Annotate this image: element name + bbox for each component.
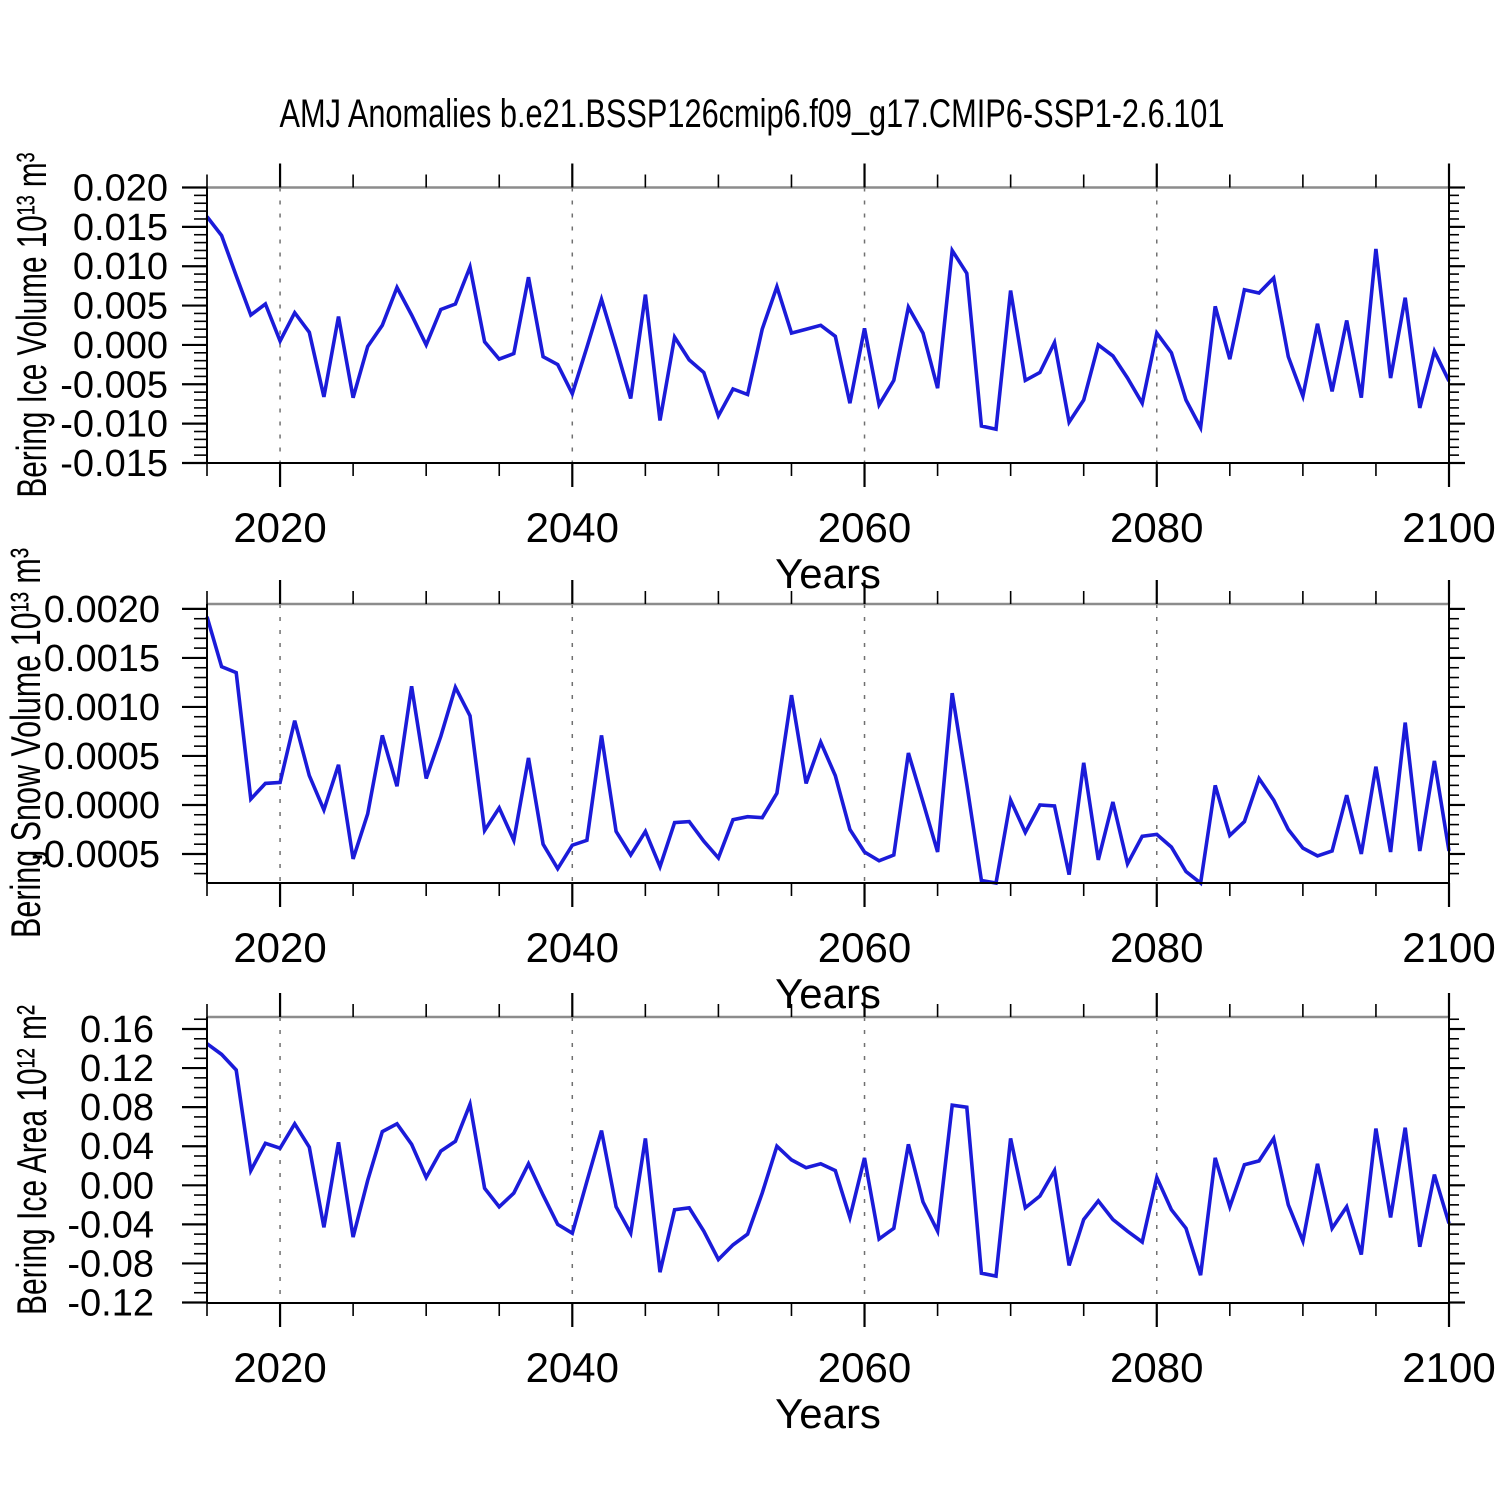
y-tick-label: -0.12: [67, 1283, 154, 1325]
x-tick-label: 2020: [233, 924, 326, 971]
y-tick-label: 0.16: [80, 1009, 154, 1051]
y-tick-label: 0.005: [73, 286, 168, 328]
y-tick-label: 0.0000: [44, 785, 160, 827]
x-tick-label: 2080: [1110, 504, 1203, 551]
chart-title: AMJ Anomalies b.e21.BSSP126cmip6.f09_g17…: [280, 92, 1225, 136]
series-line-bering-ice-area: [205, 1042, 1451, 1279]
x-axis-title-panel1: Years: [775, 550, 881, 597]
x-tick-label: 2040: [526, 924, 619, 971]
x-tick-label: 2040: [526, 1344, 619, 1391]
panel-bering-snow-volume: 2020 2040 2060 2080 2100 0.0020 0.0015 0.0010 0.…: [31, 580, 1496, 971]
y-tick-label: -0.005: [60, 364, 168, 406]
x-tick-label: 2080: [1110, 1344, 1203, 1391]
y-tick-label: 0.0020: [44, 589, 160, 631]
y-tick-label: 0.015: [73, 207, 168, 249]
y-tick-label: 0.000: [73, 325, 168, 367]
x-axis-title-panel3: Years: [775, 1390, 881, 1437]
y-tick-label: -0.04: [67, 1204, 154, 1246]
y-tick-label: 0.00: [80, 1165, 154, 1207]
panel-bering-ice-volume: 2020 2040 2060 2080 2100 0.0200.0150.0100.005…: [60, 163, 1496, 551]
y-tick-label: 0.08: [80, 1087, 154, 1129]
y-axis-title-ice-area: Bering Ice Area 10¹² m²: [8, 1005, 55, 1315]
y-tick-label: -0.08: [67, 1243, 154, 1285]
y-tick-label: -0.015: [60, 443, 168, 485]
y-tick-label: -0.0005: [31, 834, 160, 876]
panel-bering-ice-area: 2020 2040 2060 2080 2100 0.160.120.080.040.00…: [67, 993, 1496, 1391]
x-tick-label: 2060: [818, 504, 911, 551]
y-tick-label: -0.010: [60, 404, 168, 446]
x-tick-label: 2060: [818, 924, 911, 971]
x-tick-label: 2100: [1402, 504, 1495, 551]
x-tick-label: 2040: [526, 504, 619, 551]
y-tick-label: 0.04: [80, 1126, 154, 1168]
panels-group: 2020 2040 2060 2080 2100 0.0200.0150.0100.005…: [31, 163, 1496, 1391]
y-tick-label: 0.010: [73, 246, 168, 288]
y-tick-label: 0.020: [73, 168, 168, 210]
y-axis-title-ice-volume: Bering Ice Volume 10¹³ m³: [8, 153, 55, 498]
y-tick-label: 0.0015: [44, 638, 160, 680]
x-tick-label: 2100: [1402, 1344, 1495, 1391]
y-tick-label: 0.12: [80, 1048, 154, 1090]
y-axis-title-snow-volume: Bering Snow Volume 10¹³ m³: [2, 548, 49, 938]
y-tick-label: 0.0005: [44, 736, 160, 778]
x-tick-label: 2020: [233, 1344, 326, 1391]
series-line-bering-snow-volume: [205, 616, 1451, 887]
x-tick-label: 2080: [1110, 924, 1203, 971]
x-axis-title-panel2: Years: [775, 970, 881, 1017]
y-tick-label: 0.0010: [44, 687, 160, 729]
series-line-bering-ice-volume: [205, 215, 1451, 434]
x-tick-label: 2060: [818, 1344, 911, 1391]
x-tick-label: 2020: [233, 504, 326, 551]
x-tick-label: 2100: [1402, 924, 1495, 971]
